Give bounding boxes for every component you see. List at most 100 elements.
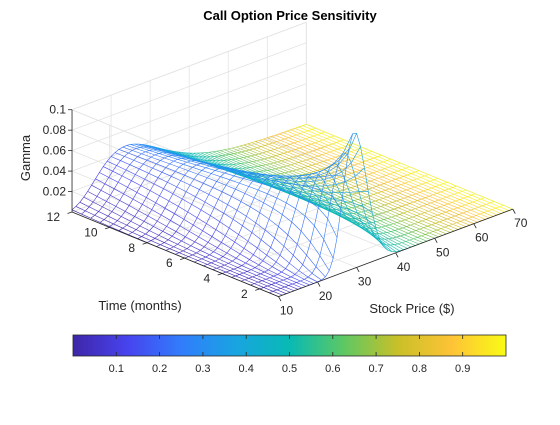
mesh-line [185, 231, 189, 236]
mesh-line [423, 204, 427, 205]
mesh-line [206, 166, 210, 168]
mesh-line [301, 216, 305, 231]
mesh-line [433, 232, 442, 236]
mesh-line [330, 151, 334, 152]
mesh-line [345, 160, 349, 161]
mesh-line [88, 191, 97, 196]
mesh-line [378, 177, 382, 178]
mesh-line [231, 248, 240, 254]
mesh-line [406, 240, 410, 241]
mesh-line [430, 181, 439, 185]
mesh-line [160, 160, 169, 163]
mesh-line [194, 174, 198, 179]
mesh-line [419, 171, 428, 175]
mesh-line [342, 203, 346, 204]
mesh-line [417, 214, 421, 215]
mesh-line [138, 154, 142, 157]
mesh-line [202, 168, 206, 171]
mesh-line [410, 203, 419, 207]
mesh-line [321, 182, 325, 183]
mesh-line [277, 290, 286, 294]
mesh-line [85, 207, 89, 211]
mesh-line [280, 255, 289, 263]
mesh-line [433, 195, 442, 199]
mesh-line [480, 213, 484, 214]
mesh-line [419, 207, 428, 211]
mesh-line [385, 189, 389, 190]
mesh-line [420, 192, 429, 196]
mesh-line [260, 272, 264, 274]
mesh-line [285, 263, 289, 268]
mesh-line [157, 245, 161, 247]
mesh-line [426, 218, 430, 219]
mesh-line [461, 206, 470, 210]
mesh-line [389, 238, 393, 239]
mesh-line [241, 164, 250, 168]
mesh-line [235, 158, 239, 159]
y-tick-label: 2 [241, 287, 248, 301]
mesh-line [244, 144, 248, 145]
mesh-line [405, 218, 409, 219]
mesh-line [453, 209, 462, 213]
mesh-line [452, 201, 456, 202]
mesh-line [248, 143, 252, 144]
mesh-line [275, 168, 279, 169]
mesh-line [371, 165, 375, 166]
mesh-line [232, 189, 236, 196]
mesh-line [458, 193, 467, 197]
mesh-line [188, 204, 192, 212]
mesh-line [407, 174, 411, 175]
mesh-line [238, 152, 242, 153]
mesh-line [371, 201, 375, 202]
mesh-line [458, 191, 462, 192]
mesh-line [367, 181, 371, 182]
mesh-line [415, 207, 419, 208]
mesh-line [371, 215, 375, 216]
mesh-line [401, 220, 405, 221]
mesh-line [428, 211, 437, 215]
mesh-line [268, 285, 272, 286]
mesh-line [170, 249, 179, 253]
mesh-line [383, 233, 392, 238]
mesh-line [260, 287, 264, 288]
mesh-line [239, 274, 248, 278]
mesh-line [385, 169, 394, 173]
mesh-line [213, 187, 222, 191]
mesh-line [402, 170, 411, 174]
mesh-line [404, 197, 408, 198]
mesh-line [278, 274, 287, 278]
mesh-line [392, 216, 396, 217]
mesh-line [99, 173, 108, 178]
mesh-line [383, 162, 392, 166]
mesh-line [399, 191, 403, 192]
mesh-line [227, 248, 231, 253]
mesh-line [449, 224, 453, 225]
mesh-line [485, 198, 494, 202]
mesh-line [403, 176, 412, 180]
mesh-line [439, 200, 448, 204]
mesh-line [145, 173, 149, 179]
mesh-line [439, 185, 448, 189]
mesh-line [444, 205, 453, 209]
mesh-line [297, 231, 301, 244]
mesh-line [179, 253, 188, 257]
mesh-line [135, 216, 144, 221]
mesh-line [396, 200, 400, 201]
mesh-line [137, 192, 146, 197]
mesh-line [325, 271, 329, 277]
mesh-line [243, 273, 252, 277]
mesh-line [422, 221, 431, 225]
mesh-line [239, 183, 248, 186]
mesh-line [463, 212, 467, 213]
mesh-line [92, 185, 101, 190]
mesh-line [426, 183, 435, 187]
mesh-line [227, 160, 236, 164]
mesh-line [464, 197, 468, 198]
mesh-line [266, 164, 270, 165]
mesh-line [363, 182, 367, 183]
mesh-line [250, 198, 254, 207]
mesh-line [138, 157, 147, 161]
mesh-line [262, 281, 271, 285]
mesh-line [357, 212, 361, 213]
mesh-line [252, 161, 256, 162]
